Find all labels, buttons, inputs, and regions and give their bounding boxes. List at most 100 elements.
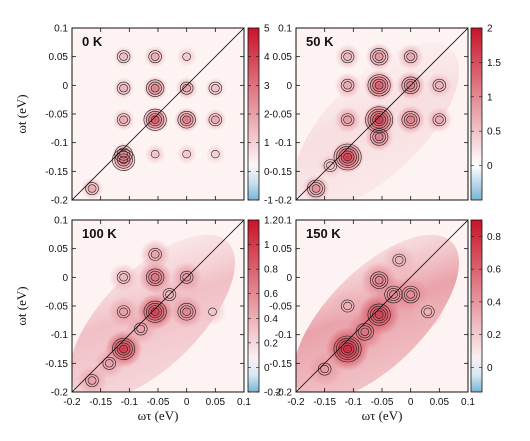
heatmap-peak [176,46,197,67]
y-tick-label: -0.05 [45,302,68,313]
heatmap-peak [426,72,453,99]
contour-line [150,84,160,93]
panel-3: -0.2 -0.15 -0.1 -0.05 0 0.05 0.1-0.2-0.15-0.1-… [14,216,282,424]
contour-line [211,150,220,159]
heatmap-peak [302,174,330,200]
colorbar-tick-label: 0 [487,161,493,172]
heatmap-peak [198,297,227,326]
contour-line [148,113,162,127]
contour-line [370,271,389,289]
colorbar-gradient [470,27,483,201]
colorbar-tick-label: 5 [264,24,270,35]
y-tick-label: 0.05 [273,244,293,255]
y-tick-label: 0 [62,81,68,92]
contour-line [116,113,131,127]
contour-line [333,335,362,363]
y-tick-label: -0.15 [45,167,68,178]
colorbar-tick-label: 1 [264,138,270,149]
contour-line [360,327,370,336]
contour-line [392,253,406,267]
heatmap-peak [365,43,393,71]
diagonal-line [72,28,244,200]
contour-line [435,115,444,124]
contour-line [340,342,355,356]
contour-line [370,128,389,146]
diagonal-line [296,28,468,200]
x-tick-label: 0.05 [206,397,226,408]
heatmap-peak [144,45,167,68]
y-tick-label: -0.2 [51,196,69,207]
contour-line [179,305,194,319]
contour-line [403,288,418,301]
contour-line [148,270,162,284]
colorbar-tick-label: 0.5 [487,127,501,138]
contour-line [116,81,131,95]
contour-line [365,106,394,134]
contour-line [389,290,398,299]
contour-line [374,52,384,61]
colorbar-tick-label: 3 [264,81,270,92]
contour-line [374,81,384,90]
contour-line [85,374,99,387]
colorbar-tick-label: 0.4 [487,297,501,308]
heatmap-peak [125,313,156,345]
heatmap-peak [307,351,343,387]
contour-line [401,111,420,129]
heatmap-peak [204,77,226,99]
contour-line [340,150,355,164]
contour-line [343,115,352,124]
contour-line [182,150,191,159]
contour-line [148,305,162,319]
contour-line [432,78,447,92]
x-tick-label: -0.1 [345,397,363,408]
colorbar-tick-label: 2 [264,110,270,121]
panel-title: 100 K [82,226,117,241]
contour-line [326,161,335,170]
contour-line [394,256,404,265]
contour-line [435,81,444,90]
x-axis-label: ωτ (eV) [138,408,179,423]
contour-line [146,303,165,321]
contour-line [333,143,362,171]
contour-line [104,359,114,368]
contour-line [179,81,194,95]
contour-line [340,78,355,92]
x-tick-label: 0.1 [237,397,251,408]
contour-line [406,52,415,61]
contour-line [358,325,372,339]
contour-line [208,307,217,316]
x-tick-label: 0 [184,397,190,408]
contour-line [119,84,128,93]
contour-line [211,84,220,93]
colorbar-tick-label: 1 [264,240,270,251]
colorbar-tick-label: 0 [264,363,270,374]
contour-line [150,52,160,61]
y-tick-label: -0.15 [269,359,292,370]
contour-line [146,268,165,287]
heatmap-peak [411,295,445,329]
contour-line [340,299,355,313]
contour-line [401,285,420,304]
heatmap-area [296,28,468,200]
contour-line [179,113,194,127]
contour-line [146,111,165,129]
colorbar-tick-label: 0.6 [487,265,501,276]
contour-line [119,273,128,282]
contour-line [343,152,352,162]
contour-line [116,270,131,284]
contour-line [367,303,391,326]
contour-line [143,108,167,131]
contour-line [150,307,160,316]
heatmap-peak [175,76,198,100]
heatmap-peak [334,106,361,134]
panel-4: -0.2 -0.15 -0.1 -0.05 0 0.05 0.1-0.2-0.15-0.1-… [269,216,501,424]
contour-line [146,79,165,97]
contour-line [211,115,220,124]
contour-line [343,344,352,354]
contour-line [403,113,418,127]
contour-line [336,337,360,360]
y-tick-label: 0 [62,273,68,284]
contour-line [119,150,128,159]
contour-line [182,84,191,93]
contour-line [162,288,177,301]
